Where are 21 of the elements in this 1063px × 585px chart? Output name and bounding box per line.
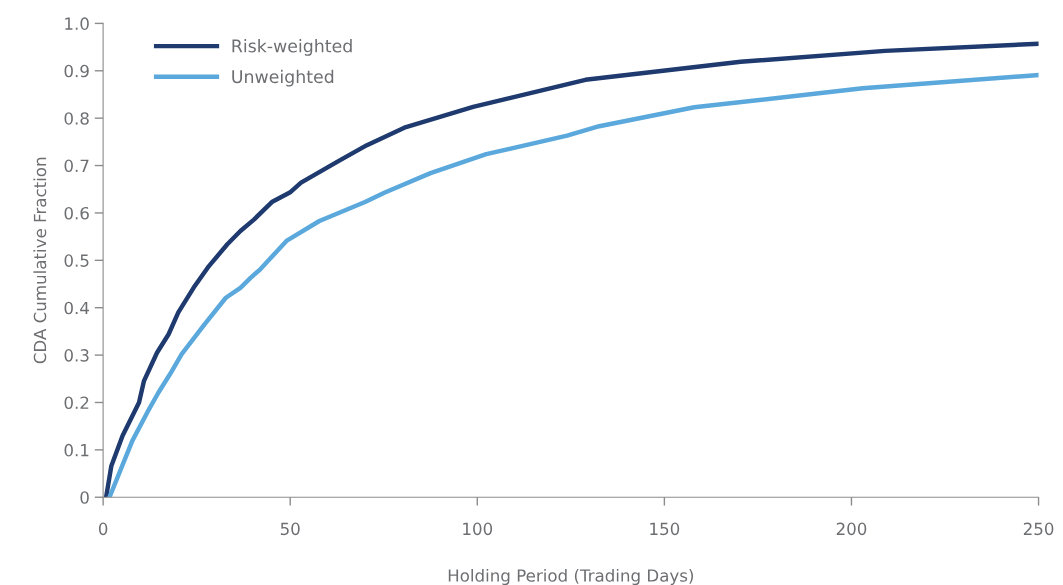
y-tick-label: 0.2 — [64, 396, 89, 410]
x-tick-label: 100 — [463, 522, 493, 536]
x-tick-label: 0 — [98, 522, 108, 536]
y-tick-label: 0 — [80, 491, 89, 504]
y-tick-label: 0.4 — [64, 301, 89, 315]
y-tick-label: 0.5 — [64, 254, 89, 267]
x-axis-title: Holding Period (Trading Days) — [448, 568, 694, 585]
y-tick-label: 1.0 — [65, 17, 89, 30]
x-tick-label: 150 — [650, 522, 680, 536]
y-tick-label: 0.6 — [64, 206, 89, 220]
y-tick-label: 0.1 — [64, 443, 89, 457]
x-tick-label: 50 — [280, 522, 300, 536]
legend-label: Risk-weighted — [232, 39, 352, 56]
y-tick-label: 0.9 — [64, 64, 89, 78]
y-tick-label: 0.8 — [64, 112, 89, 125]
y-tick-label: 0.3 — [64, 349, 89, 362]
y-tick-label: 0.7 — [64, 159, 89, 173]
x-tick-label: 200 — [836, 522, 867, 536]
x-tick-label: 250 — [1023, 522, 1054, 536]
y-axis-title: CDA Cumulative Fraction — [33, 157, 47, 364]
legend-label: Unweighted — [232, 69, 334, 87]
